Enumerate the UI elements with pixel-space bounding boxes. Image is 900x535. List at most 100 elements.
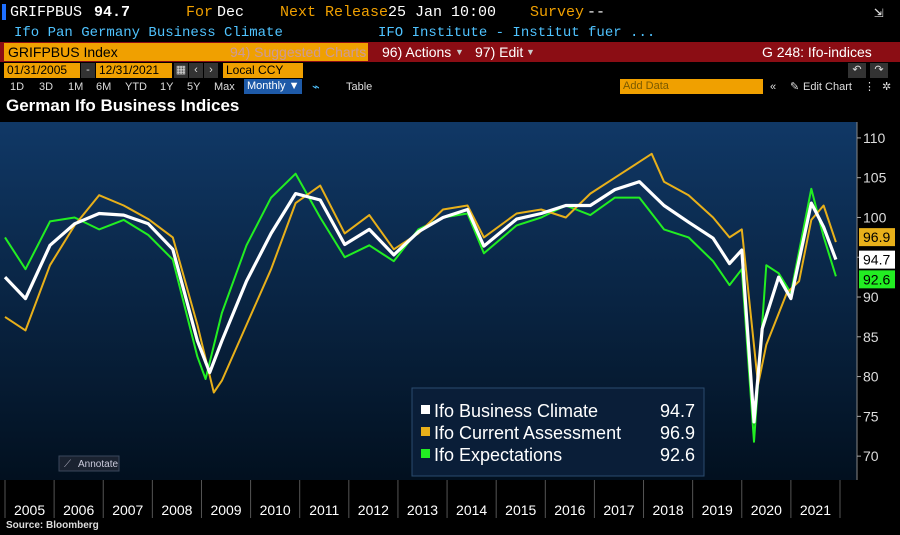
legend-label: Ifo Business Climate <box>434 401 598 421</box>
security-header: GRIFPBUS 94.7 For Dec Next Release 25 Ja… <box>0 0 900 24</box>
last-tag-box <box>859 270 895 289</box>
redo-icon[interactable]: ↷ <box>870 63 888 78</box>
survey-label: Survey <box>530 4 585 21</box>
x-tick-label: 2005 <box>14 502 45 518</box>
annotate-label: Annotate <box>78 459 118 470</box>
period-5y[interactable]: 5Y <box>187 81 201 93</box>
currency-select[interactable]: Local CCY <box>223 63 303 78</box>
legend-swatch <box>421 427 430 436</box>
frequency-label: Monthly <box>247 80 286 92</box>
y-tick-label: 80 <box>863 369 879 385</box>
chart-toolbar: GRIFPBUS Index 94) Suggested Charts 96) … <box>0 42 900 62</box>
popout-icon[interactable]: ⇲ <box>874 4 884 22</box>
x-tick-label: 2006 <box>63 502 94 518</box>
add-data-input[interactable]: Add Data <box>620 79 763 94</box>
series-lines <box>3 152 838 443</box>
x-tick-label: 2016 <box>554 502 585 518</box>
prev-arrow-icon[interactable]: ‹ <box>189 63 203 78</box>
x-tick-label: 2014 <box>456 502 487 518</box>
period-ytd[interactable]: YTD <box>125 81 147 93</box>
edit-chart-icon[interactable]: ✎ <box>790 81 800 93</box>
period-6m[interactable]: 6M <box>96 81 112 93</box>
period-bar: 1D 3D 1M 6M YTD 1Y 5Y Max Monthly ▼ ⌁ Ta… <box>0 79 900 95</box>
chart-id: G 248: Ifo-indices <box>762 44 872 60</box>
legend-label: Ifo Expectations <box>434 445 562 465</box>
y-tick-label: 85 <box>863 329 879 345</box>
legend-value: 92.6 <box>660 445 695 465</box>
y-axis: 707580859095100105110 <box>856 122 887 480</box>
x-tick-label: 2012 <box>358 502 389 518</box>
legend-swatch <box>421 405 430 414</box>
source-name: IFO Institute - Institut fuer ... <box>378 25 656 41</box>
for-value: Dec <box>217 4 245 21</box>
line-chart-icon[interactable]: ⌁ <box>312 79 320 94</box>
ticker-field[interactable]: GRIFPBUS Index <box>4 43 368 61</box>
x-tick-label: 2021 <box>800 502 831 518</box>
x-tick-label: 2008 <box>161 502 192 518</box>
period-3d[interactable]: 3D <box>39 81 54 93</box>
x-tick-label: 2015 <box>505 502 536 518</box>
y-tick-label: 100 <box>863 209 887 225</box>
actions-dropdown-icon[interactable]: ▼ <box>455 47 464 57</box>
survey-value: -- <box>587 4 606 21</box>
edit-button[interactable]: 97) Edit <box>475 44 524 60</box>
last-tag-label: 94.7 <box>863 252 890 268</box>
legend-swatch <box>421 449 430 458</box>
x-tick-label: 2018 <box>653 502 684 518</box>
x-tick-label: 2013 <box>407 502 438 518</box>
annotate-button[interactable]: ⟋ Annotate <box>58 455 120 472</box>
legend-value: 96.9 <box>660 423 695 443</box>
edit-dropdown-icon[interactable]: ▼ <box>526 47 535 57</box>
actions-button[interactable]: 96) Actions <box>382 44 452 60</box>
security-description: Ifo Pan Germany Business Climate IFO Ins… <box>0 24 900 42</box>
calendar-icon[interactable]: ▦ <box>174 63 188 78</box>
last-tag-label: 92.6 <box>863 271 890 287</box>
source-note: Source: Bloomberg <box>6 520 99 531</box>
period-max[interactable]: Max <box>214 81 235 93</box>
legend: Ifo Business Climate 94.7 Ifo Current Asse… <box>411 387 705 477</box>
security-name: Ifo Pan Germany Business Climate <box>14 25 283 41</box>
y-tick-label: 70 <box>863 448 879 464</box>
undo-icon[interactable]: ↶ <box>848 63 866 78</box>
y-tick-label: 75 <box>863 408 879 424</box>
last-value-tags: 96.9 94.7 92.6 <box>859 228 895 289</box>
start-date-input[interactable]: 01/31/2005 <box>4 63 80 78</box>
next-release-label: Next Release <box>280 4 389 21</box>
legend-value: 94.7 <box>660 401 695 421</box>
x-tick-label: 2017 <box>603 502 634 518</box>
next-release-value: 25 Jan 10:00 <box>388 4 497 21</box>
date-range-bar: 01/31/2005 - 12/31/2021 ▦ ‹ › Local CCY … <box>0 62 900 79</box>
ifo-current-assessmentline <box>4 152 837 394</box>
end-date-input[interactable]: 12/31/2021 <box>96 63 172 78</box>
x-tick-label: 2007 <box>112 502 143 518</box>
last-tag-label: 96.9 <box>863 229 890 245</box>
table-button[interactable]: Table <box>346 81 373 93</box>
y-tick-label: 90 <box>863 289 879 305</box>
y-tick-label: 105 <box>863 170 887 186</box>
period-1d[interactable]: 1D <box>10 81 25 93</box>
next-arrow-icon[interactable]: › <box>204 63 218 78</box>
x-tick-label: 2010 <box>260 502 291 518</box>
edit-chart-button[interactable]: Edit Chart <box>803 81 852 93</box>
for-label: For <box>186 4 214 21</box>
x-axis: 2005 2006 2007 2008 2009 2010 2011 2012 2013 2014… <box>0 480 857 518</box>
suggested-charts-button[interactable]: 94) Suggested Charts <box>230 44 367 60</box>
x-tick-label: 2019 <box>702 502 733 518</box>
header-marker <box>2 4 6 20</box>
period-1m[interactable]: 1M <box>68 81 84 93</box>
annotate-icon: ⟋ <box>64 459 71 470</box>
ticker-label[interactable]: GRIFPBUS <box>10 4 83 21</box>
settings-icon[interactable]: ✲ <box>882 81 892 93</box>
date-separator: - <box>81 63 95 78</box>
last-tag-box <box>859 250 895 269</box>
y-tick-label: 110 <box>863 130 886 146</box>
x-tick-label: 2009 <box>210 502 241 518</box>
last-tag-box <box>859 228 895 247</box>
x-tick-label: 2011 <box>309 502 339 518</box>
frequency-select[interactable]: Monthly ▼ <box>244 79 303 94</box>
period-1y[interactable]: 1Y <box>160 81 174 93</box>
last-value: 94.7 <box>94 4 131 21</box>
more-icon[interactable]: ⋮ <box>864 81 875 93</box>
collapse-icon[interactable]: « <box>770 81 777 93</box>
